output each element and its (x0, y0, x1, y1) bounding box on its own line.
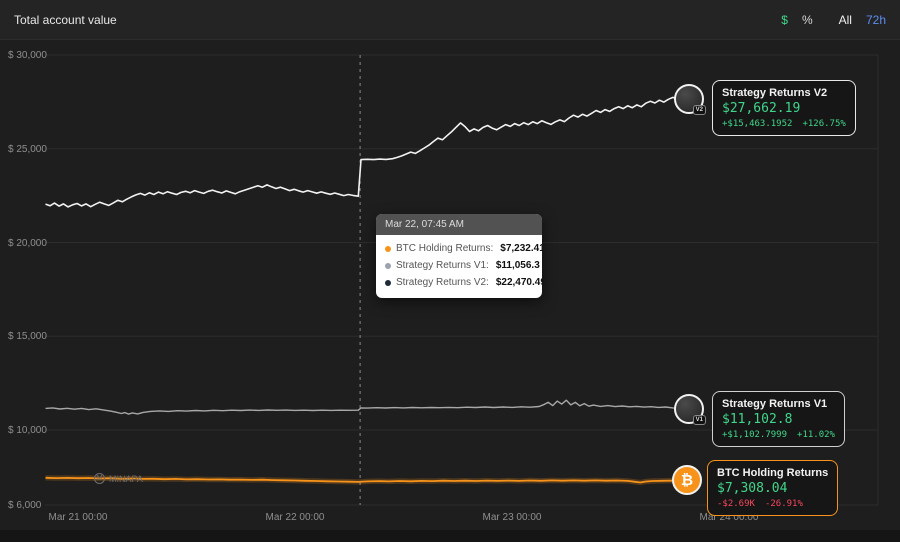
x-axis-label: Mar 21 00:00 (48, 512, 108, 523)
badge-title: BTC Holding Returns (717, 467, 829, 479)
btc-holding-badge[interactable]: BTC Holding Returns $7,308.04 -$2.69K -2… (707, 460, 839, 516)
change-absolute: +$1,102.7999 (722, 430, 788, 440)
chart-controls: $ % All 72h (781, 13, 886, 27)
change-percent: +126.75% (802, 119, 846, 129)
v1-mini-tag: V1 (692, 415, 706, 425)
change-percent: -26.91% (764, 499, 803, 509)
chart-tooltip: Mar 22, 07:45 AM BTC Holding Returns: $7… (376, 214, 542, 298)
badge-change: +$15,463.1952 +126.75% (722, 119, 846, 129)
badge-title: Strategy Returns V1 (722, 398, 828, 410)
x-axis-label: Mar 24 00:00 (699, 512, 759, 523)
range-all-button[interactable]: All (838, 12, 852, 27)
tooltip-row-v2: Strategy Returns V2: $22,470.49 (385, 274, 542, 291)
strategy-v1-badge[interactable]: Strategy Returns V1 $11,102.8 +$1,102.79… (712, 391, 845, 447)
series-strategy-v2 (45, 95, 690, 208)
btc-series-dot-icon (385, 245, 391, 252)
percent-mode-button[interactable]: % (801, 12, 813, 27)
strategy-v2-badge[interactable]: Strategy Returns V2 $27,662.19 +$15,463.… (712, 80, 856, 136)
y-axis-label: $ 30,000 (8, 50, 47, 61)
tooltip-row-btc: BTC Holding Returns: $7,232.41 (385, 240, 542, 257)
badge-change: +$1,102.7999 +11.02% (722, 430, 835, 440)
watermark-text: MINAPA (109, 473, 143, 484)
strategy-v2-avatar[interactable]: V2 (674, 84, 706, 115)
y-axis-label: $ 25,000 (8, 143, 47, 155)
tooltip-timestamp: Mar 22, 07:45 AM (376, 214, 542, 235)
badge-value: $11,102.8 (722, 412, 793, 427)
v1-series-dot-icon (385, 262, 391, 269)
series-strategy-v1 (45, 399, 690, 415)
y-axis-label: $ 6,000 (8, 500, 42, 511)
x-axis-label: Mar 22 00:00 (265, 512, 325, 523)
tooltip-row-v1: Strategy Returns V1: $11,056.3 (385, 257, 540, 274)
badge-value: $27,662.19 (722, 101, 801, 116)
watermark: M MINAPA (94, 473, 143, 484)
change-percent: +11.02% (797, 430, 835, 440)
badge-value: $7,308.04 (717, 481, 788, 496)
watermark-logo-icon: M (94, 473, 105, 484)
btc-avatar[interactable]: ₿ (672, 465, 702, 495)
v2-series-dot-icon (385, 279, 391, 286)
header-bar: Total account value $ % All 72h (0, 0, 900, 40)
tooltip-label: BTC Holding Returns: (396, 243, 494, 254)
tooltip-label: Strategy Returns V2: (396, 277, 489, 288)
page-title: Total account value (14, 12, 117, 27)
strategy-v1-avatar[interactable]: V1 (674, 394, 706, 425)
y-axis-label: $ 20,000 (8, 237, 47, 249)
x-axis-label: Mar 23 00:00 (482, 512, 542, 523)
footer-strip (0, 530, 900, 542)
tooltip-body: BTC Holding Returns: $7,232.41 Strategy … (376, 235, 542, 298)
series-btc-holding (45, 476, 690, 484)
change-absolute: -$2.69K (717, 499, 755, 509)
range-72h-button[interactable]: 72h (865, 12, 886, 27)
tooltip-value: $22,470.49 (495, 277, 542, 288)
change-absolute: +$15,463.1952 (722, 119, 793, 129)
bitcoin-icon: ₿ (680, 471, 694, 489)
badge-change: -$2.69K -26.91% (717, 499, 828, 509)
tooltip-label: Strategy Returns V1: (396, 260, 489, 271)
currency-mode-button[interactable]: $ (781, 12, 788, 27)
tooltip-value: $11,056.3 (495, 260, 540, 271)
y-axis-label: $ 10,000 (8, 425, 47, 436)
tooltip-value: $7,232.41 (500, 243, 542, 254)
y-axis-label: $ 15,000 (8, 331, 47, 343)
v2-mini-tag: V2 (692, 105, 706, 115)
badge-title: Strategy Returns V2 (722, 87, 828, 99)
